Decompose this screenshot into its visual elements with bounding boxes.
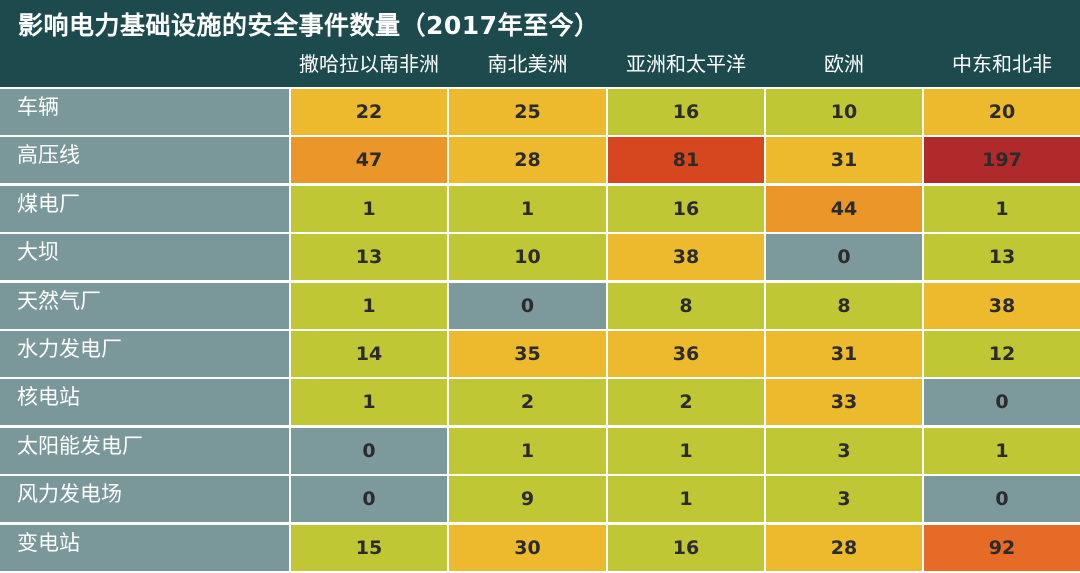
heatmap-cell: 0: [449, 283, 606, 329]
heatmap-cell: 28: [449, 137, 606, 183]
heatmap-cell: 1: [449, 186, 606, 232]
chart-title: 影响电力基础设施的安全事件数量（2017年至今）: [18, 11, 600, 40]
heatmap-cell: 14: [291, 331, 447, 377]
row-label: 大坝: [0, 234, 289, 280]
heatmap-cell: 10: [449, 234, 606, 280]
heatmap-cell: 12: [924, 331, 1080, 377]
column-header: 撒哈拉以南非洲: [299, 52, 439, 76]
heatmap-cell: 13: [924, 234, 1080, 280]
column-header: 亚洲和太平洋: [626, 52, 746, 76]
heatmap-cell: 15: [291, 525, 447, 571]
heatmap-cell: 31: [766, 331, 922, 377]
heatmap-cell: 1: [291, 283, 447, 329]
heatmap-cell: 25: [449, 89, 606, 135]
heatmap-cell: 8: [608, 283, 764, 329]
row-label: 变电站: [0, 525, 289, 571]
chart-header: 影响电力基础设施的安全事件数量（2017年至今） 撒哈拉以南非洲 南北美洲 亚洲和太…: [0, 0, 1080, 87]
heatmap-cell: 0: [924, 379, 1080, 425]
heatmap-cell: 1: [608, 476, 764, 522]
heatmap-cell: 1: [924, 428, 1080, 474]
heatmap-cell: 0: [766, 234, 922, 280]
row-label: 太阳能发电厂: [0, 428, 289, 474]
heatmap-cell: 33: [766, 379, 922, 425]
heatmap-cell: 38: [924, 283, 1080, 329]
heatmap-cell: 22: [291, 89, 447, 135]
heatmap-cell: 16: [608, 525, 764, 571]
heatmap-cell: 0: [291, 476, 447, 522]
heatmap-cell: 0: [291, 428, 447, 474]
heatmap-cell: 2: [608, 379, 764, 425]
heatmap-cell: 3: [766, 476, 922, 522]
row-label: 高压线: [0, 137, 289, 183]
heatmap-cell: 30: [449, 525, 606, 571]
heatmap-cell: 36: [608, 331, 764, 377]
heatmap-cell: 8: [766, 283, 922, 329]
row-label: 风力发电场: [0, 476, 289, 522]
heatmap-cell: 92: [924, 525, 1080, 571]
heatmap-cell: 47: [291, 137, 447, 183]
heatmap-cell: 44: [766, 186, 922, 232]
row-label: 水力发电厂: [0, 331, 289, 377]
column-header: 南北美洲: [487, 52, 568, 76]
heatmap-cell: 1: [449, 428, 606, 474]
row-label: 天然气厂: [0, 283, 289, 329]
column-header: 欧洲: [824, 52, 864, 76]
heatmap-cell: 81: [608, 137, 764, 183]
heatmap-cell: 31: [766, 137, 922, 183]
heatmap-cell: 35: [449, 331, 606, 377]
heatmap-cell: 16: [608, 186, 764, 232]
heatmap-cell: 10: [766, 89, 922, 135]
heatmap-cell: 9: [449, 476, 606, 522]
heatmap-cell: 38: [608, 234, 764, 280]
heatmap-cell: 20: [924, 89, 1080, 135]
row-label: 车辆: [0, 89, 289, 135]
row-label: 核电站: [0, 379, 289, 425]
heatmap-cell: 13: [291, 234, 447, 280]
heatmap-cell: 1: [608, 428, 764, 474]
row-label: 煤电厂: [0, 186, 289, 232]
heatmap-cell: 1: [291, 186, 447, 232]
heatmap-cell: 197: [924, 137, 1080, 183]
heatmap-cell: 3: [766, 428, 922, 474]
heatmap-cell: 2: [449, 379, 606, 425]
heatmap-cell: 16: [608, 89, 764, 135]
heatmap-cell: 1: [924, 186, 1080, 232]
heatmap-cell: 28: [766, 525, 922, 571]
heatmap-cell: 0: [924, 476, 1080, 522]
column-header: 中东和北非: [952, 52, 1052, 76]
heatmap-cell: 1: [291, 379, 447, 425]
